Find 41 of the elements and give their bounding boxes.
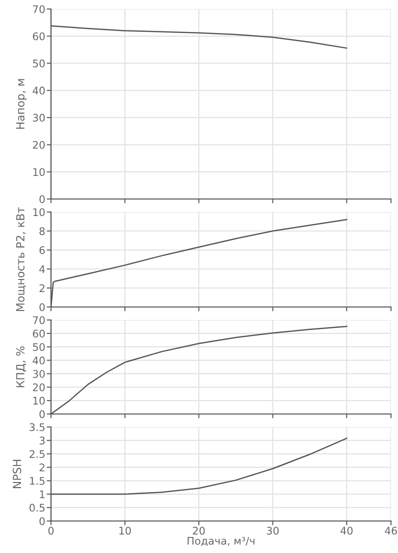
y-axis-title: КПД, % (16, 346, 26, 388)
y-tick-label: 2 (40, 464, 44, 472)
y-tick-label: 0 (40, 410, 45, 418)
y-axis-title: Мощность P2, кВт (16, 207, 26, 312)
y-tick-label: 0 (40, 303, 45, 312)
y-tick-label: 10 (33, 208, 45, 216)
y-tick-label: 60 (32, 330, 45, 338)
y-tick-label: 4 (39, 265, 45, 273)
x-tick-label: 0 (48, 526, 54, 535)
y-tick-label: 50 (32, 60, 45, 68)
y-tick-label: 70 (33, 5, 45, 14)
x-tick-label: 30 (266, 526, 279, 535)
y-tick-label: 70 (33, 316, 45, 324)
x-axis-title: Подача, м³/ч (188, 536, 254, 546)
y-tick-label: 60 (32, 32, 45, 40)
y-tick-label: 10 (33, 168, 45, 176)
y-tick-label: 30 (32, 370, 45, 378)
y-tick-label: 0 (40, 195, 45, 204)
y-tick-label: 50 (32, 343, 45, 351)
y-tick-label: 3 (40, 436, 45, 445)
y-tick-label: 6 (40, 246, 45, 254)
y-tick-label: 3.5 (30, 423, 45, 432)
y-tick-label: 20 (32, 140, 45, 149)
x-tick-label: 46 (384, 526, 397, 535)
y-tick-label: 2 (40, 284, 44, 292)
y-tick-label: 2.5 (30, 450, 45, 458)
y-tick-label: 40 (32, 356, 45, 364)
y-axis-title: NPSH (12, 460, 22, 488)
y-tick-label: 0.5 (30, 504, 45, 512)
y-tick-label: 30 (32, 114, 45, 122)
y-tick-label: 1 (40, 490, 44, 498)
x-tick-label: 10 (119, 526, 131, 535)
y-tick-label: 20 (32, 383, 45, 392)
y-tick-label: 1.5 (30, 477, 45, 485)
y-tick-label: 10 (33, 396, 45, 405)
x-tick-label: 20 (192, 526, 205, 535)
y-axis-title: Напор, м (16, 79, 27, 129)
y-tick-label: 0 (40, 517, 45, 526)
x-tick-label: 40 (340, 526, 353, 535)
y-tick-label: 40 (32, 86, 45, 95)
y-tick-label: 8 (40, 227, 45, 236)
